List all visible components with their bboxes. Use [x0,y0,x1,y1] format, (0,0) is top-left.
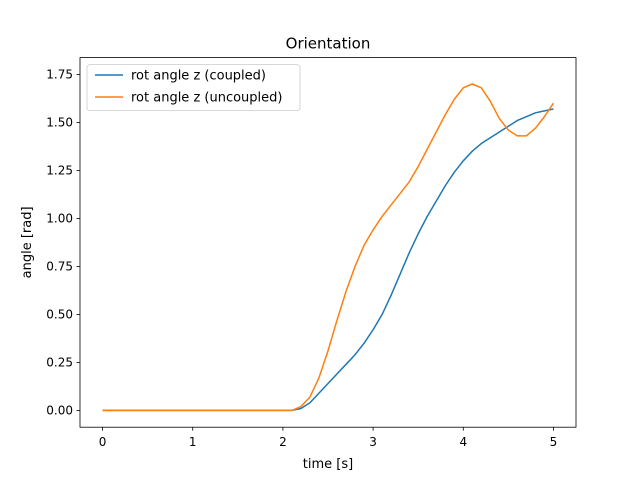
series-line-coupled [102,108,554,412]
y-tick-label: 0.50 [46,307,73,321]
series-line-uncoupled [102,83,555,412]
y-tick-label: 0.25 [46,355,73,369]
y-tick-label: 1.25 [46,163,73,177]
y-tick-label: 1.00 [46,211,73,225]
plot-area [80,57,576,428]
legend-label-uncoupled: rot angle z (uncoupled) [131,91,282,106]
y-tick-label: 0.00 [46,403,73,417]
legend: rot angle z (coupled) rot angle z (uncou… [86,64,301,111]
ticks-layer: 0 1 2 3 4 5 0.00 0.25 0.50 0.75 1.00 1.25 1.50 1.75 [46,67,557,449]
y-tick-label: 1.50 [46,115,73,129]
chart-title: Orientation [286,35,371,53]
x-tick-label: 3 [369,435,377,449]
x-tick-label: 0 [99,435,107,449]
x-tick-label: 2 [279,435,287,449]
legend-label-coupled: rot angle z (coupled) [131,69,266,84]
legend-box [86,64,301,111]
y-tick-label: 0.75 [46,259,73,273]
y-tick-label: 1.75 [46,67,73,81]
x-tick-label: 4 [459,435,467,449]
y-axis-label: angle [rad] [20,206,35,278]
x-axis-label: time [s] [303,457,353,472]
series-layer [102,83,555,412]
x-tick-label: 5 [550,435,558,449]
axes-frame [79,57,577,428]
x-tick-label: 1 [189,435,197,449]
